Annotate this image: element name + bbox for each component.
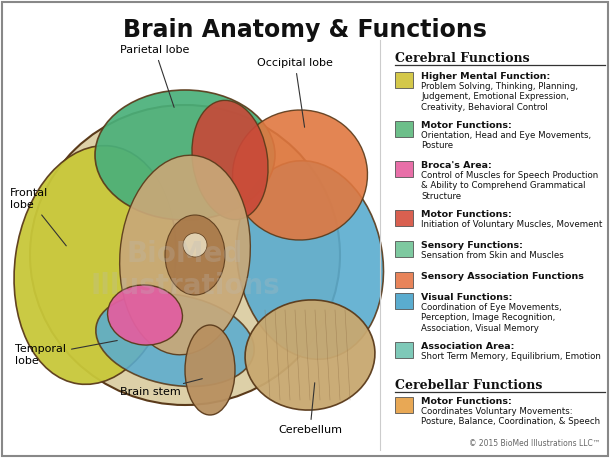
Ellipse shape — [192, 100, 268, 220]
Text: Sensory Association Functions: Sensory Association Functions — [421, 272, 584, 281]
Ellipse shape — [185, 325, 235, 415]
FancyBboxPatch shape — [395, 397, 413, 413]
Ellipse shape — [14, 146, 176, 384]
Text: Cerebral Functions: Cerebral Functions — [395, 52, 529, 65]
Text: Occipital lobe: Occipital lobe — [257, 58, 333, 127]
FancyBboxPatch shape — [395, 121, 413, 137]
Text: Parietal lobe: Parietal lobe — [120, 45, 190, 107]
Ellipse shape — [95, 90, 275, 220]
FancyBboxPatch shape — [395, 342, 413, 358]
Text: Visual Functions:: Visual Functions: — [421, 293, 512, 302]
Text: Frontal
lobe: Frontal lobe — [10, 188, 66, 246]
Ellipse shape — [245, 300, 375, 410]
Text: Coordination of Eye Movements,
Perception, Image Recognition,
Association, Visua: Coordination of Eye Movements, Perceptio… — [421, 303, 562, 333]
Text: Temporal
lobe: Temporal lobe — [15, 340, 117, 366]
Circle shape — [183, 233, 207, 257]
Text: © 2015 BioMed Illustrations LLC™: © 2015 BioMed Illustrations LLC™ — [468, 439, 600, 448]
Text: Sensory Functions:: Sensory Functions: — [421, 241, 523, 250]
FancyBboxPatch shape — [395, 72, 413, 88]
Text: Sensation from Skin and Muscles: Sensation from Skin and Muscles — [421, 251, 564, 260]
Ellipse shape — [120, 155, 250, 355]
Text: Control of Muscles for Speech Production
& Ability to Comprehend Grammatical
Str: Control of Muscles for Speech Production… — [421, 171, 598, 201]
Text: BioMed
Illustrations: BioMed Illustrations — [90, 240, 280, 300]
Ellipse shape — [96, 294, 254, 387]
Text: Short Term Memory, Equilibrium, Emotion: Short Term Memory, Equilibrium, Emotion — [421, 352, 601, 361]
FancyBboxPatch shape — [395, 272, 413, 288]
Ellipse shape — [107, 285, 182, 345]
Ellipse shape — [232, 110, 367, 240]
Text: Cerebellar Functions: Cerebellar Functions — [395, 379, 542, 392]
Text: Higher Mental Function:: Higher Mental Function: — [421, 72, 550, 81]
Text: Cerebellum: Cerebellum — [278, 383, 342, 435]
Text: Motor Functions:: Motor Functions: — [421, 210, 512, 219]
FancyBboxPatch shape — [395, 241, 413, 257]
Text: Problem Solving, Thinking, Planning,
Judgement, Emotional Expression,
Creativity: Problem Solving, Thinking, Planning, Jud… — [421, 82, 578, 112]
Ellipse shape — [165, 215, 225, 295]
Text: Motor Functions:: Motor Functions: — [421, 397, 512, 406]
Text: Brain Anatomy & Functions: Brain Anatomy & Functions — [123, 18, 487, 42]
FancyBboxPatch shape — [395, 293, 413, 309]
Text: Coordinates Voluntary Movements:
Posture, Balance, Coordination, & Speech: Coordinates Voluntary Movements: Posture… — [421, 407, 600, 426]
Text: Motor Functions:: Motor Functions: — [421, 121, 512, 130]
Text: Initiation of Voluntary Muscles, Movement: Initiation of Voluntary Muscles, Movemen… — [421, 220, 603, 229]
Text: Orientation, Head and Eye Movements,
Posture: Orientation, Head and Eye Movements, Pos… — [421, 131, 591, 150]
Ellipse shape — [30, 105, 340, 405]
FancyBboxPatch shape — [395, 210, 413, 226]
Text: Association Area:: Association Area: — [421, 342, 514, 351]
Ellipse shape — [237, 161, 384, 359]
FancyBboxPatch shape — [395, 161, 413, 177]
Text: Brain stem: Brain stem — [120, 379, 203, 397]
Text: Broca's Area:: Broca's Area: — [421, 161, 492, 170]
